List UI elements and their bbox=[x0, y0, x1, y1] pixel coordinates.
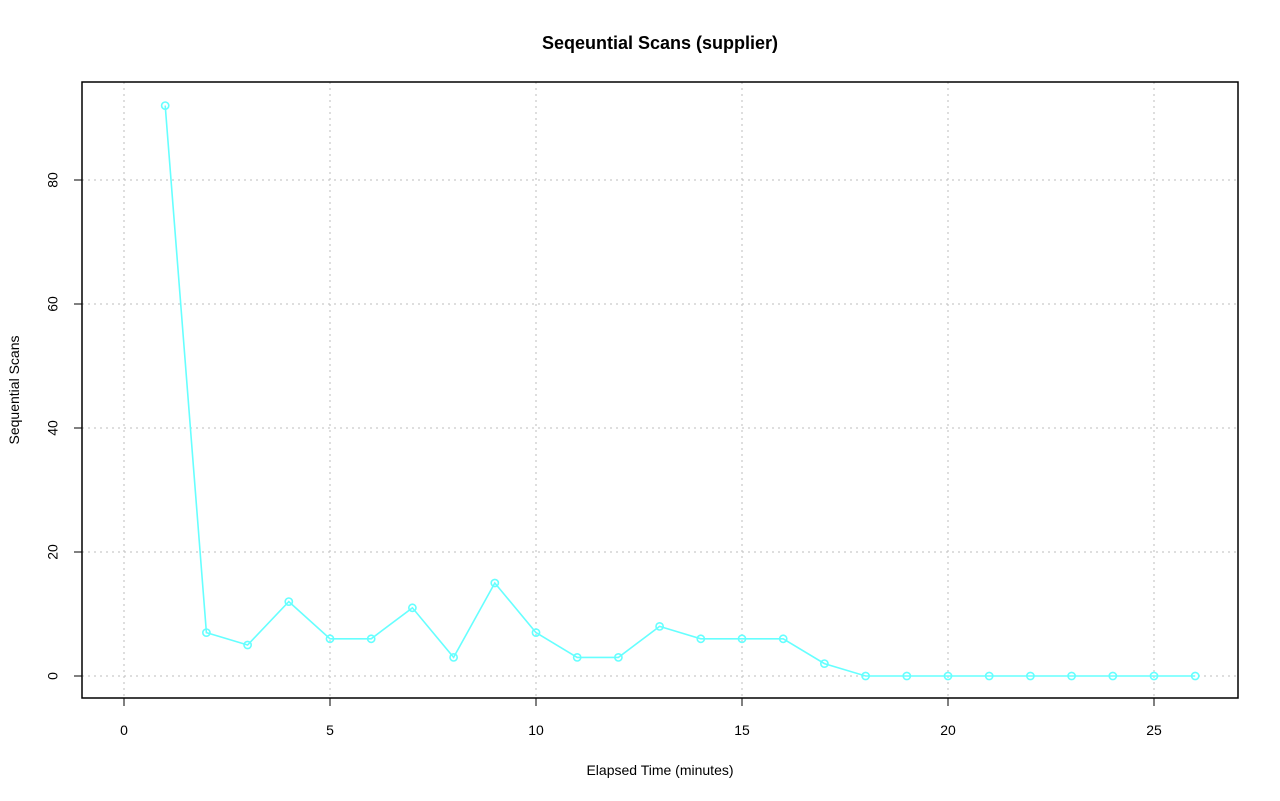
data-point bbox=[490, 578, 500, 588]
y-tick-label: 40 bbox=[45, 420, 61, 436]
data-point bbox=[160, 101, 170, 110]
x-tick-label: 20 bbox=[940, 722, 956, 738]
series-line bbox=[164, 105, 1196, 677]
data-point bbox=[984, 671, 994, 681]
data-point bbox=[1026, 671, 1035, 681]
data-point bbox=[778, 634, 788, 644]
x-tick-label: 0 bbox=[120, 722, 128, 738]
y-axis: 0 20 40 60 80 bbox=[45, 172, 82, 680]
grid bbox=[82, 82, 1238, 698]
data-point bbox=[614, 653, 623, 662]
data-point bbox=[531, 628, 541, 637]
data-point bbox=[407, 603, 417, 613]
x-axis-label: Elapsed Time (minutes) bbox=[586, 762, 733, 778]
data-point bbox=[201, 628, 211, 637]
series-layer bbox=[160, 101, 1200, 681]
y-tick-label: 0 bbox=[45, 672, 61, 680]
data-point bbox=[1190, 671, 1200, 681]
data-point bbox=[284, 597, 294, 606]
y-axis-label: Sequential Scans bbox=[6, 336, 22, 445]
chart-title: Seqeuntial Scans (supplier) bbox=[542, 33, 778, 53]
x-tick-label: 5 bbox=[326, 722, 334, 738]
x-tick-label: 10 bbox=[528, 722, 544, 738]
data-point bbox=[243, 640, 252, 650]
y-tick-label: 20 bbox=[45, 544, 61, 560]
plot-frame bbox=[81, 81, 1239, 699]
data-point bbox=[655, 622, 664, 631]
data-point bbox=[820, 659, 829, 668]
data-point bbox=[861, 671, 870, 681]
y-tick-label: 80 bbox=[45, 172, 61, 188]
data-point bbox=[737, 634, 747, 644]
data-point bbox=[366, 634, 376, 644]
data-point bbox=[1149, 671, 1159, 681]
data-point bbox=[1108, 671, 1118, 681]
data-point bbox=[902, 671, 912, 681]
data-point bbox=[449, 653, 458, 662]
x-tick-label: 25 bbox=[1146, 722, 1162, 738]
data-point bbox=[943, 671, 953, 681]
data-point bbox=[325, 634, 335, 644]
data-point bbox=[572, 653, 582, 662]
y-tick-label: 60 bbox=[45, 296, 61, 312]
data-point bbox=[1067, 671, 1076, 681]
x-axis: 0 5 10 15 20 25 bbox=[120, 698, 1162, 738]
x-tick-label: 15 bbox=[734, 722, 750, 738]
data-point bbox=[696, 634, 706, 644]
